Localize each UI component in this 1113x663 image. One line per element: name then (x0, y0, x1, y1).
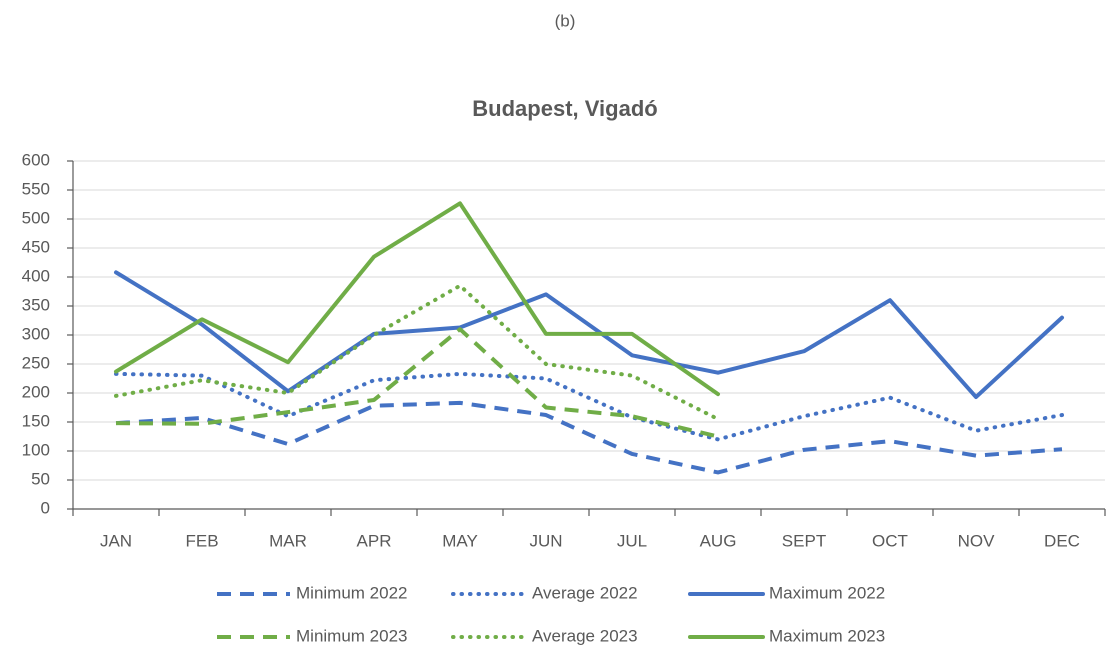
y-tick-label: 450 (22, 237, 50, 256)
y-tick-label: 0 (41, 498, 50, 517)
x-tick-label: JAN (100, 531, 132, 550)
x-tick-label: AUG (700, 531, 737, 550)
legend-label: Maximum 2022 (769, 583, 885, 602)
y-tick-label: 200 (22, 382, 50, 401)
legend-label: Minimum 2022 (296, 583, 408, 602)
x-tick-label: JUN (529, 531, 562, 550)
y-tick-label: 550 (22, 179, 50, 198)
series-line (115, 327, 719, 439)
y-tick-label: 400 (22, 266, 50, 285)
x-tick-label: NOV (958, 531, 996, 550)
legend-label: Minimum 2023 (296, 626, 408, 645)
y-tick-label: 500 (22, 208, 50, 227)
y-tick-label: 350 (22, 295, 50, 314)
y-tick-label: 300 (22, 324, 50, 343)
x-tick-label: APR (357, 531, 392, 550)
x-tick-label: MAR (269, 531, 307, 550)
x-tick-label: FEB (185, 531, 218, 550)
legend-label: Average 2023 (532, 626, 638, 645)
legend-label: Average 2022 (532, 583, 638, 602)
series-line (114, 283, 720, 422)
series-line (114, 201, 720, 397)
x-tick-label: MAY (442, 531, 478, 550)
series-line (114, 270, 1064, 400)
series-line (115, 400, 1063, 475)
y-tick-label: 100 (22, 440, 50, 459)
x-tick-label: SEPT (782, 531, 826, 550)
y-tick-label: 150 (22, 411, 50, 430)
x-tick-label: OCT (872, 531, 908, 550)
y-tick-label: 250 (22, 353, 50, 372)
panel-label: (b) (555, 11, 576, 30)
y-tick-label: 600 (22, 150, 50, 169)
legend-label: Maximum 2023 (769, 626, 885, 645)
y-tick-label: 50 (31, 469, 50, 488)
x-tick-label: DEC (1044, 531, 1080, 550)
series-line (114, 371, 1064, 442)
x-tick-label: JUL (617, 531, 647, 550)
chart-title: Budapest, Vigadó (472, 96, 657, 121)
